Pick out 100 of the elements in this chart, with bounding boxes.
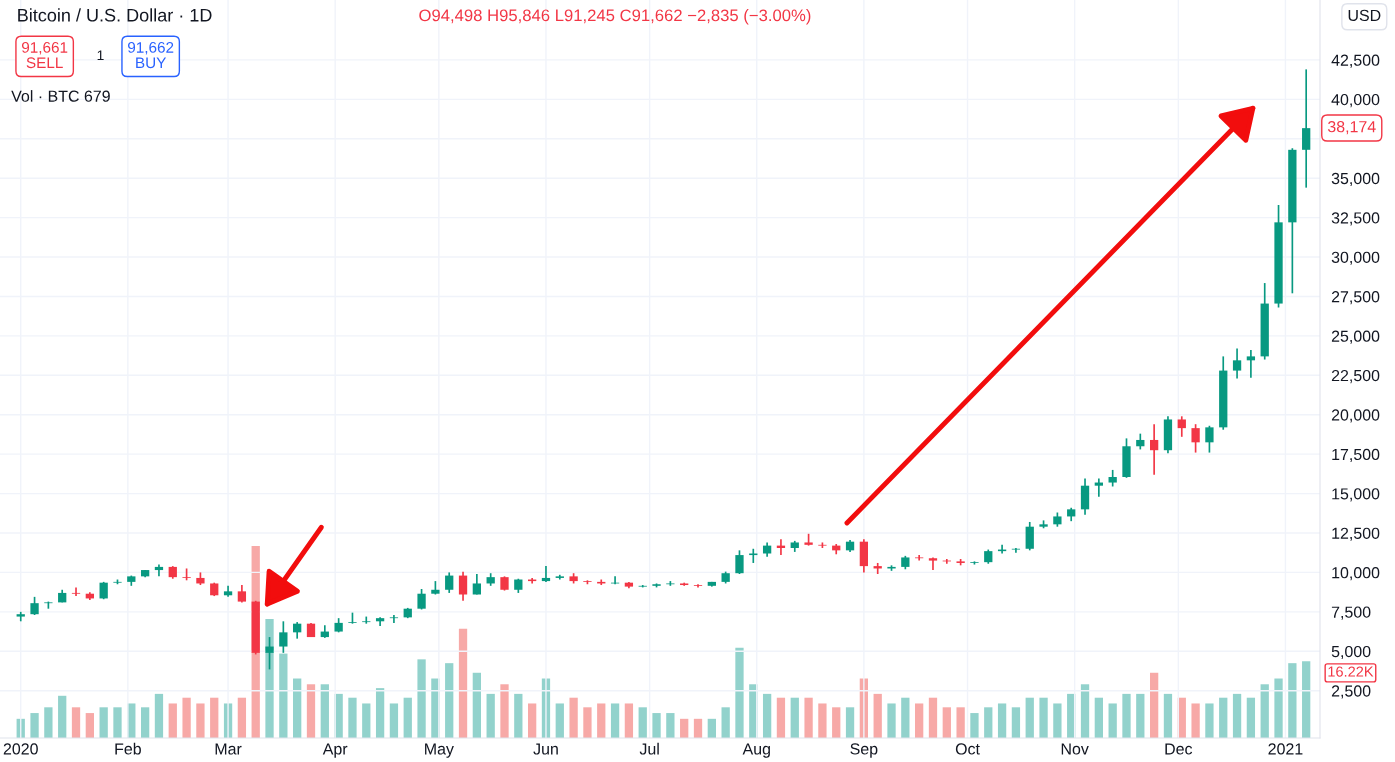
annotation: O94,498 H95,846 L91,245 C91,662 −2,835 (−3.00%) [419,9,811,25]
bar [71,707,81,738]
x-tick-label: Aug [742,743,770,758]
text: 16.22K [1328,666,1374,677]
bar [1039,697,1048,738]
bar [320,684,329,738]
x-tick-label: 2021 [1268,743,1303,755]
bar [44,707,53,738]
bar [375,688,385,738]
bar [154,693,164,738]
annotation: 91,661 SELL [21,42,68,69]
chart-title: Bitcoin / U.S. Dollar · 1D [18,8,212,22]
bar [1163,693,1173,738]
candlestick [1246,349,1256,379]
bar [790,697,799,738]
candlestick [749,547,758,564]
candlestick [1302,68,1311,189]
bar [1246,697,1256,738]
bar [1108,703,1117,738]
bar [832,707,841,738]
bar [1149,672,1159,738]
bar [293,678,302,738]
bar [721,707,730,738]
bar [1288,663,1297,738]
y-tick-label: 5,000 [1331,645,1371,660]
candlestick [71,586,81,597]
bar [99,707,108,738]
candlestick [1177,415,1186,438]
bar [735,647,744,738]
bar [514,693,523,738]
candlestick [1205,424,1214,454]
candlestick [279,620,288,654]
bar [901,697,910,738]
x-tick-label: Jun [533,743,558,755]
candlestick [1149,423,1159,476]
candlestick [265,636,274,671]
bar [210,697,219,738]
candlestick [1025,521,1034,552]
candlestick [389,614,399,624]
bar [997,703,1007,738]
y-tick-label: 40,000 [1331,93,1380,108]
x-tick-label: Jul [639,742,659,755]
bar [1219,697,1228,738]
bar [984,707,993,738]
bar [762,693,772,738]
y-tick-label: 32,500 [1331,212,1380,226]
bar [362,703,371,738]
bar [140,707,150,738]
y-tick-label: 27,500 [1331,291,1380,305]
bar [113,707,122,738]
annotation: Vol · BTC 679 [11,90,110,102]
bar [528,703,537,738]
bar [417,659,426,738]
bar [666,713,675,738]
bar [970,713,979,738]
bar [30,713,39,738]
bar [1122,693,1131,738]
bar [348,697,357,738]
y-tick-label: 35,000 [1331,172,1380,187]
x-tick-label: 2020 [3,743,38,755]
bar [486,693,495,738]
candlestick [1094,477,1103,498]
bar [389,703,399,738]
y-tick-label: 25,000 [1331,330,1380,344]
x-tick-label: Apr [322,743,348,758]
bar [182,697,191,738]
candlestick [735,549,744,575]
candlestick [928,556,938,571]
candlestick [1191,423,1200,454]
bar [403,697,412,738]
x-tick-label: Oct [955,743,980,755]
bar [265,619,274,738]
y-tick-label: 10,000 [1332,567,1380,581]
bar [1274,678,1283,738]
bar [1080,684,1090,738]
y-tick-label: 30,000 [1331,251,1380,265]
bar [942,707,951,738]
bar [58,695,67,738]
y-tick-label: 42,500 [1331,54,1380,68]
bar [610,703,620,738]
y-tick-label: 17,500 [1332,448,1380,462]
bar [776,697,786,738]
bar [306,684,316,738]
bar [472,672,482,738]
candlestick [1232,347,1242,380]
bar [279,653,288,738]
x-tick-label: Feb [115,742,141,755]
bar [873,693,882,738]
bar [168,703,177,738]
bar [1053,703,1062,738]
bar [85,713,94,738]
bar [555,703,564,738]
x-tick-label: Dec [1165,743,1193,755]
y-tick-label: 12,500 [1332,527,1380,541]
bar [1205,703,1214,738]
bar [1232,693,1242,738]
x-tick-label: May [425,743,454,758]
x-tick-label: Sep [850,743,878,758]
bar [915,703,924,738]
bar [680,718,689,738]
